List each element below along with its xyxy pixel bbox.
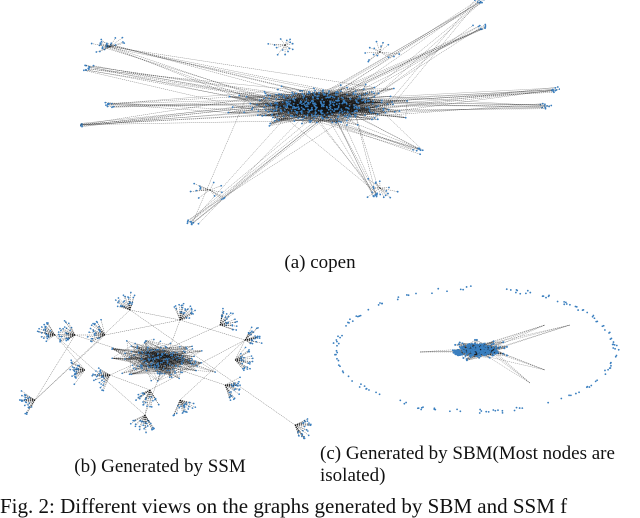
subfigure-b-graph [0,280,320,440]
subfigure-c-graph [320,280,640,440]
subfigure-a-graph [80,0,560,240]
network-graph-copen [80,0,560,240]
figure-caption: Fig. 2: Different views on the graphs ge… [0,494,567,518]
network-graph-sbm [320,280,640,440]
subfigure-b-caption: (b) Generated by SSM [0,456,320,478]
network-graph-ssm [0,280,320,440]
subfigure-a-caption: (a) copen [0,252,640,274]
subfigure-c-caption: (c) Generated by SBM(Most nodes are isol… [320,443,640,487]
